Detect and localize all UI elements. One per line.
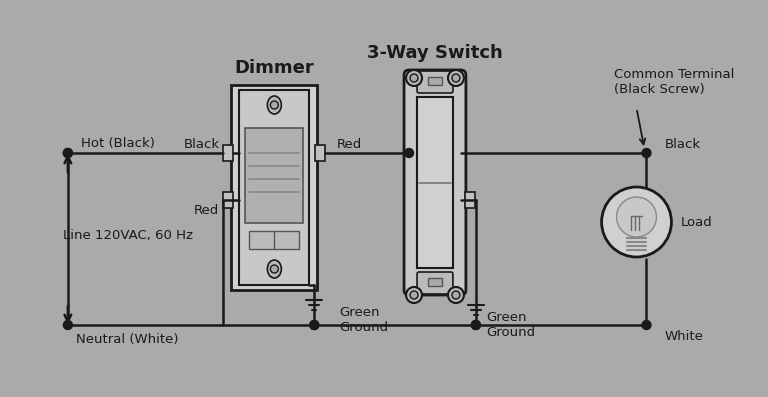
Circle shape <box>270 265 278 273</box>
Text: Line 120VAC, 60 Hz: Line 120VAC, 60 Hz <box>63 229 193 241</box>
Text: Green
Ground: Green Ground <box>339 306 389 334</box>
Bar <box>231 85 317 290</box>
Text: Red: Red <box>194 204 220 216</box>
Text: Common Terminal
(Black Screw): Common Terminal (Black Screw) <box>614 68 734 96</box>
Text: Load: Load <box>680 216 712 229</box>
Circle shape <box>310 320 319 330</box>
Text: Hot (Black): Hot (Black) <box>81 137 154 150</box>
Bar <box>465 192 475 208</box>
Text: Black: Black <box>184 137 220 150</box>
Text: Dimmer: Dimmer <box>234 59 314 77</box>
Bar <box>428 77 442 85</box>
Circle shape <box>63 148 72 158</box>
Circle shape <box>406 287 422 303</box>
Circle shape <box>270 101 278 109</box>
Ellipse shape <box>267 260 281 278</box>
Bar <box>246 128 303 223</box>
Circle shape <box>63 148 72 158</box>
Circle shape <box>410 74 418 82</box>
Circle shape <box>405 148 413 158</box>
Circle shape <box>406 70 422 86</box>
Circle shape <box>448 287 464 303</box>
Circle shape <box>472 320 480 330</box>
Text: Green
Ground: Green Ground <box>486 311 535 339</box>
Text: Black: Black <box>664 137 700 150</box>
Bar <box>223 192 233 208</box>
Circle shape <box>452 291 460 299</box>
Text: Neutral (White): Neutral (White) <box>77 333 179 345</box>
Circle shape <box>63 320 72 330</box>
Circle shape <box>310 320 319 330</box>
Circle shape <box>617 197 657 237</box>
Circle shape <box>601 187 671 257</box>
Bar <box>417 97 453 268</box>
Circle shape <box>448 70 464 86</box>
Text: White: White <box>664 330 703 343</box>
Circle shape <box>472 320 480 330</box>
Text: 3-Way Switch: 3-Way Switch <box>367 44 503 62</box>
FancyBboxPatch shape <box>417 71 453 93</box>
Circle shape <box>642 148 651 158</box>
Circle shape <box>452 74 460 82</box>
FancyBboxPatch shape <box>404 70 466 295</box>
Bar <box>240 90 310 285</box>
Text: Red: Red <box>337 137 362 150</box>
Ellipse shape <box>267 96 281 114</box>
Circle shape <box>410 291 418 299</box>
Circle shape <box>642 320 651 330</box>
Bar <box>315 145 325 161</box>
FancyBboxPatch shape <box>417 272 453 294</box>
Bar <box>223 145 233 161</box>
Bar <box>250 231 300 249</box>
Bar <box>428 278 442 286</box>
